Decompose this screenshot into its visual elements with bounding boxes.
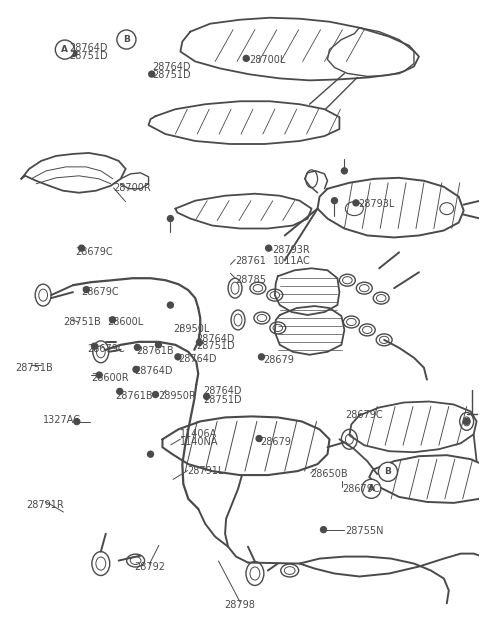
Text: 28950L: 28950L bbox=[173, 324, 210, 334]
Circle shape bbox=[332, 198, 337, 204]
Text: 28751D: 28751D bbox=[203, 394, 241, 404]
Text: 28950R: 28950R bbox=[158, 391, 196, 401]
Text: 28679: 28679 bbox=[261, 437, 291, 447]
Circle shape bbox=[133, 367, 139, 372]
Text: 28764D: 28764D bbox=[134, 367, 172, 376]
Text: A: A bbox=[61, 45, 68, 54]
Text: B: B bbox=[123, 35, 130, 44]
Text: 28751B: 28751B bbox=[16, 363, 53, 372]
Text: 28751D: 28751D bbox=[196, 341, 235, 351]
Circle shape bbox=[74, 418, 80, 425]
Circle shape bbox=[109, 317, 116, 323]
Circle shape bbox=[84, 287, 89, 293]
Text: 28679: 28679 bbox=[263, 355, 294, 365]
Circle shape bbox=[175, 354, 181, 360]
Text: 28679C: 28679C bbox=[82, 287, 119, 297]
Circle shape bbox=[149, 71, 155, 77]
Text: 28700R: 28700R bbox=[114, 183, 151, 193]
Text: 11406A: 11406A bbox=[180, 429, 217, 439]
Circle shape bbox=[79, 245, 84, 251]
Text: 28793R: 28793R bbox=[273, 245, 310, 255]
Text: 28751B: 28751B bbox=[63, 317, 101, 327]
Circle shape bbox=[378, 462, 397, 482]
Circle shape bbox=[168, 302, 173, 308]
Text: 28792: 28792 bbox=[134, 562, 165, 573]
Circle shape bbox=[117, 30, 136, 49]
Text: 28761B: 28761B bbox=[115, 391, 153, 401]
Circle shape bbox=[362, 479, 381, 499]
Text: 28793L: 28793L bbox=[359, 199, 395, 209]
Text: A: A bbox=[368, 484, 375, 494]
Text: 28751D: 28751D bbox=[152, 70, 191, 80]
Circle shape bbox=[341, 168, 348, 174]
Circle shape bbox=[153, 392, 158, 398]
Text: 28761: 28761 bbox=[235, 256, 266, 265]
Text: 28679C: 28679C bbox=[75, 247, 113, 257]
Text: 28764D: 28764D bbox=[152, 62, 191, 72]
Text: 1011AC: 1011AC bbox=[274, 256, 311, 265]
Circle shape bbox=[117, 389, 123, 394]
Circle shape bbox=[321, 526, 326, 533]
Circle shape bbox=[243, 56, 249, 61]
Text: 28791L: 28791L bbox=[188, 466, 224, 475]
Text: 28764D: 28764D bbox=[69, 43, 108, 52]
Text: B: B bbox=[384, 467, 391, 477]
Text: 1140NA: 1140NA bbox=[180, 437, 219, 447]
Circle shape bbox=[168, 216, 173, 222]
Circle shape bbox=[265, 245, 272, 251]
Circle shape bbox=[196, 339, 203, 345]
Text: 28679C: 28679C bbox=[87, 344, 125, 354]
Circle shape bbox=[256, 435, 262, 442]
Circle shape bbox=[55, 40, 74, 59]
Circle shape bbox=[464, 418, 469, 424]
Text: 28679C: 28679C bbox=[345, 410, 383, 420]
Circle shape bbox=[134, 344, 140, 350]
Circle shape bbox=[92, 343, 97, 349]
Text: 28600L: 28600L bbox=[108, 317, 144, 327]
Text: 28764D: 28764D bbox=[203, 386, 241, 396]
Circle shape bbox=[156, 342, 161, 348]
Circle shape bbox=[96, 372, 102, 378]
Circle shape bbox=[71, 51, 77, 56]
Text: 28764D: 28764D bbox=[196, 334, 235, 344]
Text: 28755N: 28755N bbox=[345, 526, 384, 536]
Text: 28764D: 28764D bbox=[178, 354, 216, 364]
Circle shape bbox=[204, 394, 210, 399]
Circle shape bbox=[353, 200, 359, 206]
Text: 1327AC: 1327AC bbox=[43, 415, 82, 425]
Text: 28600R: 28600R bbox=[91, 373, 129, 382]
Text: 28761B: 28761B bbox=[136, 346, 174, 356]
Circle shape bbox=[259, 354, 264, 360]
Text: 28751D: 28751D bbox=[69, 51, 108, 61]
Text: 28791R: 28791R bbox=[26, 499, 64, 509]
Text: 28700L: 28700L bbox=[250, 54, 286, 64]
Text: 28798: 28798 bbox=[225, 600, 255, 610]
Circle shape bbox=[147, 451, 154, 457]
Text: 28785: 28785 bbox=[235, 274, 266, 284]
Text: 28650B: 28650B bbox=[311, 470, 348, 479]
Text: 28679C: 28679C bbox=[342, 483, 380, 494]
